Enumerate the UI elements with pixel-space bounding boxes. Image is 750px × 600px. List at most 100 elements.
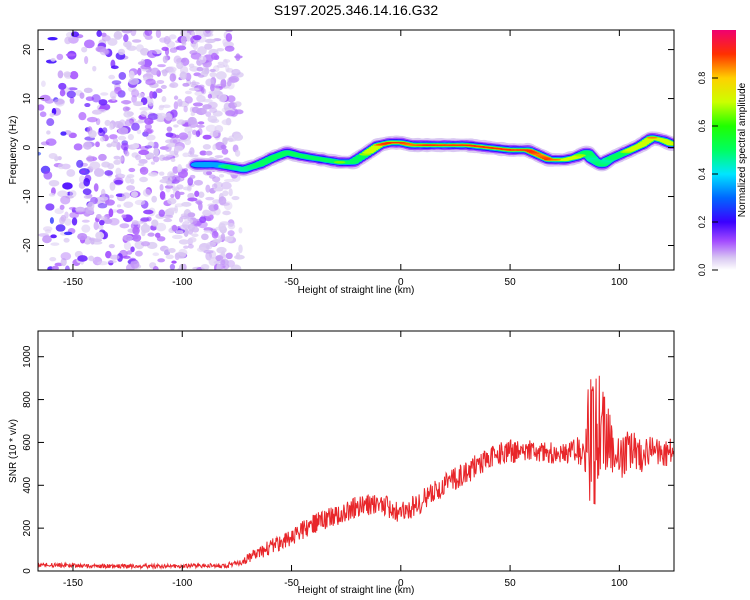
noise-blob [187, 154, 199, 158]
noise-blob [45, 138, 57, 146]
noise-blob [113, 159, 121, 165]
colorbar-gradient [712, 30, 736, 270]
noise-blob [88, 130, 97, 138]
noise-blob [220, 144, 227, 150]
noise-blob [130, 191, 139, 198]
noise-blob [113, 30, 123, 40]
noise-blob [210, 52, 218, 60]
noise-blob [142, 188, 152, 197]
noise-blob [96, 30, 102, 37]
noise-blob [178, 248, 188, 257]
noise-blob [184, 90, 192, 95]
noise-blob [152, 265, 159, 270]
noise-blob [131, 89, 140, 98]
noise-blob [148, 99, 154, 107]
noise-blob [178, 132, 189, 140]
noise-blob [143, 128, 154, 135]
noise-blob [42, 235, 52, 244]
noise-blob [203, 249, 214, 254]
noise-blob [46, 118, 55, 126]
noise-blob [157, 258, 165, 263]
noise-blob [164, 176, 173, 185]
noise-blob [182, 152, 190, 158]
noise-blob [220, 181, 232, 190]
noise-blob [223, 178, 235, 183]
noise-blob [212, 239, 223, 243]
noise-blob [212, 199, 221, 204]
noise-blob [183, 105, 188, 113]
noise-blob [216, 48, 225, 52]
noise-blob [159, 183, 164, 191]
noise-blob [204, 43, 213, 50]
noise-blob [84, 103, 91, 108]
snr-x-tick-label: -100 [172, 578, 192, 589]
noise-blob [93, 183, 99, 192]
noise-blob [178, 239, 189, 245]
noise-blob [117, 48, 126, 56]
noise-blob [209, 72, 217, 78]
noise-blob [187, 197, 198, 202]
noise-blob [197, 74, 205, 78]
noise-blob [140, 241, 151, 247]
noise-blob [175, 45, 187, 51]
noise-blob [129, 257, 137, 262]
noise-blob [227, 230, 235, 237]
noise-blob [57, 70, 64, 79]
noise-blob [178, 191, 185, 196]
noise-blob [42, 226, 53, 232]
noise-blob [92, 65, 97, 72]
noise-blob [140, 64, 151, 70]
noise-blob [97, 203, 108, 209]
noise-blob [168, 34, 177, 40]
heatmap-x-tick-label: -50 [284, 277, 299, 288]
noise-blob [107, 260, 117, 264]
noise-blob [111, 80, 122, 85]
noise-blob [98, 99, 108, 106]
noise-blob [202, 144, 212, 150]
noise-blob [171, 224, 178, 232]
noise-blob [205, 150, 213, 156]
noise-blob [45, 203, 55, 211]
noise-blob [131, 39, 142, 43]
noise-blob [214, 124, 224, 133]
noise-blob [109, 134, 118, 140]
noise-blob [159, 37, 168, 43]
noise-blob [123, 201, 134, 209]
noise-blob [53, 98, 65, 105]
heatmap-y-tick-label: -10 [22, 189, 33, 204]
noise-blob [228, 75, 240, 83]
noise-blob [234, 149, 241, 157]
noise-blob [178, 264, 185, 270]
noise-blob [185, 72, 192, 82]
noise-blob [166, 126, 173, 132]
noise-blob [228, 188, 233, 197]
noise-blob [116, 253, 123, 262]
noise-blob [205, 124, 217, 133]
noise-blob [171, 260, 177, 264]
noise-blob [67, 87, 78, 91]
noise-blob [59, 204, 65, 210]
noise-blob [183, 245, 189, 249]
noise-blob [39, 111, 47, 118]
noise-blob [177, 98, 183, 107]
noise-blob [152, 252, 160, 257]
noise-blob [208, 174, 216, 179]
heatmap-x-label: Height of straight line (km) [298, 285, 415, 296]
noise-blob [63, 231, 73, 236]
noise-blob [49, 217, 54, 224]
heatmap-signal-ridge [188, 131, 674, 177]
snr-y-tick-label: 600 [22, 434, 33, 451]
noise-blob [113, 155, 121, 160]
noise-blob [149, 91, 154, 99]
noise-blob [119, 156, 124, 162]
noise-blob [207, 115, 218, 123]
noise-blob [214, 155, 224, 159]
noise-blob [158, 105, 164, 111]
noise-blob [88, 255, 94, 260]
noise-blob [117, 173, 126, 178]
noise-blob [95, 141, 100, 148]
noise-blob [140, 224, 151, 233]
noise-blob [205, 184, 211, 193]
noise-blob [197, 221, 208, 229]
